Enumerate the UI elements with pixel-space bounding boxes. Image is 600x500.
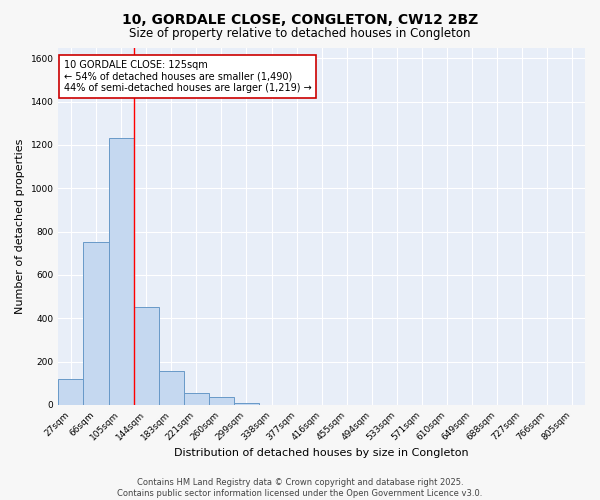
X-axis label: Distribution of detached houses by size in Congleton: Distribution of detached houses by size … [175, 448, 469, 458]
Bar [159, 372, 184, 405]
Y-axis label: Number of detached properties: Number of detached properties [15, 138, 25, 314]
Bar [58, 379, 83, 405]
Bar [109, 138, 134, 405]
Text: Contains HM Land Registry data © Crown copyright and database right 2025.
Contai: Contains HM Land Registry data © Crown c… [118, 478, 482, 498]
Bar [134, 308, 159, 405]
Bar [209, 398, 234, 405]
Bar [83, 242, 109, 405]
Bar [234, 403, 259, 405]
Bar [184, 393, 209, 405]
Text: 10, GORDALE CLOSE, CONGLETON, CW12 2BZ: 10, GORDALE CLOSE, CONGLETON, CW12 2BZ [122, 12, 478, 26]
Text: Size of property relative to detached houses in Congleton: Size of property relative to detached ho… [129, 28, 471, 40]
Text: 10 GORDALE CLOSE: 125sqm
← 54% of detached houses are smaller (1,490)
44% of sem: 10 GORDALE CLOSE: 125sqm ← 54% of detach… [64, 60, 311, 93]
